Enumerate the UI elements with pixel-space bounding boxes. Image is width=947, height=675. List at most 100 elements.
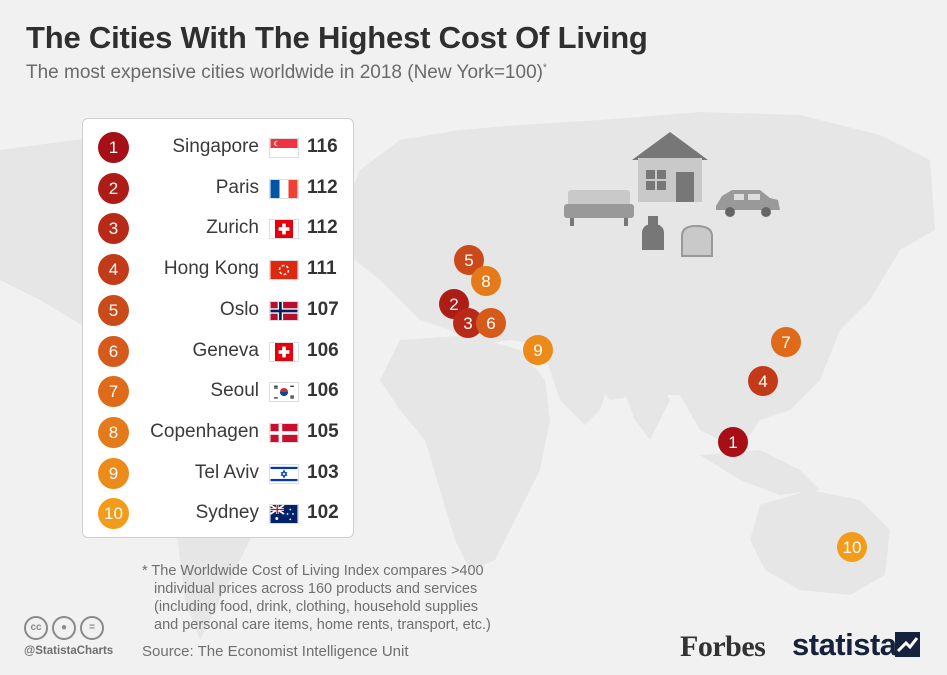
singapore-flag — [269, 138, 299, 158]
map-marker: 8 — [471, 266, 501, 296]
map-marker: 3 — [453, 308, 483, 338]
table-row: 4 Hong Kong 111 — [83, 250, 355, 288]
city-name: Copenhagen — [150, 420, 259, 442]
index-value: 112 — [307, 176, 338, 198]
rank-badge: 4 — [98, 254, 129, 286]
chart-title: The Cities With The Highest Cost Of Livi… — [26, 20, 648, 55]
license-icons: cc ● = — [24, 616, 108, 640]
map-marker-label: 6 — [486, 314, 495, 333]
city-name: Sydney — [195, 502, 259, 524]
table-row: 5 Oslo 107 — [83, 291, 355, 329]
bottle-icon — [642, 216, 664, 250]
map-marker: 10 — [837, 532, 867, 562]
map-marker-circle — [523, 335, 553, 365]
city-name: Oslo — [219, 298, 259, 320]
statista-logo-icon — [895, 632, 920, 657]
index-value: 111 — [307, 258, 337, 280]
map-marker-circle — [837, 532, 867, 562]
map-marker-circle — [453, 308, 483, 338]
map-marker-circle — [476, 308, 506, 338]
cc-icon: cc — [24, 616, 48, 640]
australia-flag — [269, 504, 299, 525]
map-marker-label: 5 — [464, 251, 473, 270]
city-name: Paris — [215, 176, 259, 198]
sofa-icon — [564, 190, 634, 226]
city-name: Singapore — [172, 136, 259, 157]
map-marker-label: 2 — [449, 295, 458, 314]
city-name: Hong Kong — [163, 258, 259, 280]
denmark-flag — [269, 422, 299, 443]
map-marker: 6 — [476, 308, 506, 338]
switzerland-flag — [269, 219, 299, 240]
house-icon — [632, 132, 708, 202]
attribution-icon: ● — [52, 616, 76, 640]
map-marker-label: 4 — [758, 372, 767, 391]
rank-badge: 1 — [98, 132, 129, 163]
table-row: 1 Singapore 116 — [83, 128, 355, 166]
city-name: Tel Aviv — [194, 461, 259, 483]
france-flag — [269, 178, 299, 199]
map-marker-circle — [771, 327, 801, 357]
index-value: 105 — [307, 420, 339, 442]
map-marker-label: 1 — [728, 433, 737, 452]
rank-badge: 7 — [98, 376, 129, 408]
statista-logo: statista — [792, 627, 897, 662]
table-row: 9 Tel Aviv 103 — [83, 454, 355, 492]
bread-icon — [681, 224, 713, 257]
index-value: 107 — [307, 298, 339, 320]
map-marker: 4 — [748, 366, 778, 396]
footnote-line: and personal care items, home rents, tra… — [154, 617, 491, 633]
map-marker-label: 10 — [843, 538, 862, 557]
map-marker-label: 8 — [481, 272, 490, 291]
index-value: 102 — [307, 502, 339, 524]
city-name: Zurich — [206, 217, 259, 239]
footnote-line: individual prices across 160 products an… — [154, 581, 478, 597]
footnote-line: * The Worldwide Cost of Living Index com… — [142, 563, 484, 579]
israel-flag — [269, 463, 299, 484]
map-marker: 7 — [771, 327, 801, 357]
table-row: 8 Copenhagen 105 — [83, 413, 355, 451]
footnote: * The Worldwide Cost of Living Index com… — [142, 562, 491, 634]
rank-badge: 10 — [98, 498, 129, 530]
map-marker-label: 7 — [781, 333, 790, 352]
rank-badge: 2 — [98, 172, 129, 204]
index-value: 103 — [307, 461, 339, 483]
map-marker: 9 — [523, 335, 553, 365]
map-marker-circle — [471, 266, 501, 296]
rank-badge: 8 — [98, 416, 129, 448]
rank-badge: 9 — [98, 457, 129, 489]
map-marker-circle — [718, 427, 748, 457]
car-icon — [716, 190, 780, 217]
map-marker-circle — [748, 366, 778, 396]
chart-subtitle: The most expensive cities worldwide in 2… — [26, 62, 547, 84]
table-row: 7 Seoul 106 — [83, 372, 355, 410]
norway-flag — [269, 300, 299, 321]
map-marker: 5 — [454, 245, 484, 275]
table-row: 6 Geneva 106 — [83, 332, 355, 370]
map-marker-circle — [454, 245, 484, 275]
source-note: Source: The Economist Intelligence Unit — [142, 643, 409, 660]
south-korea-flag — [269, 382, 299, 403]
statista-handle: @StatistaCharts — [24, 645, 114, 657]
table-row: 3 Zurich 112 — [83, 209, 355, 247]
forbes-logo: Forbes — [680, 630, 766, 663]
map-marker: 1 — [718, 427, 748, 457]
rank-badge: 3 — [98, 213, 129, 245]
map-marker-label: 3 — [463, 314, 472, 333]
ranking-table: 1 Singapore 116 2 Paris 112 3 Zurich 112 4 Hong Ko… — [82, 118, 354, 538]
table-row: 2 Paris 112 — [83, 169, 355, 207]
switzerland-flag — [269, 341, 299, 362]
rank-badge: 6 — [98, 335, 129, 367]
city-name: Seoul — [210, 380, 259, 402]
index-value: 106 — [307, 380, 339, 402]
hong-kong-flag — [269, 260, 299, 281]
no-derivatives-icon: = — [80, 616, 104, 640]
index-value: 106 — [307, 339, 339, 361]
map-marker-label: 9 — [533, 341, 542, 360]
rank-badge: 5 — [98, 294, 129, 326]
subtitle-footnote-mark: * — [542, 62, 547, 74]
index-value: 116 — [307, 136, 338, 157]
table-row: 10 Sydney 102 — [83, 494, 355, 532]
subtitle-text: The most expensive cities worldwide in 2… — [26, 62, 543, 83]
